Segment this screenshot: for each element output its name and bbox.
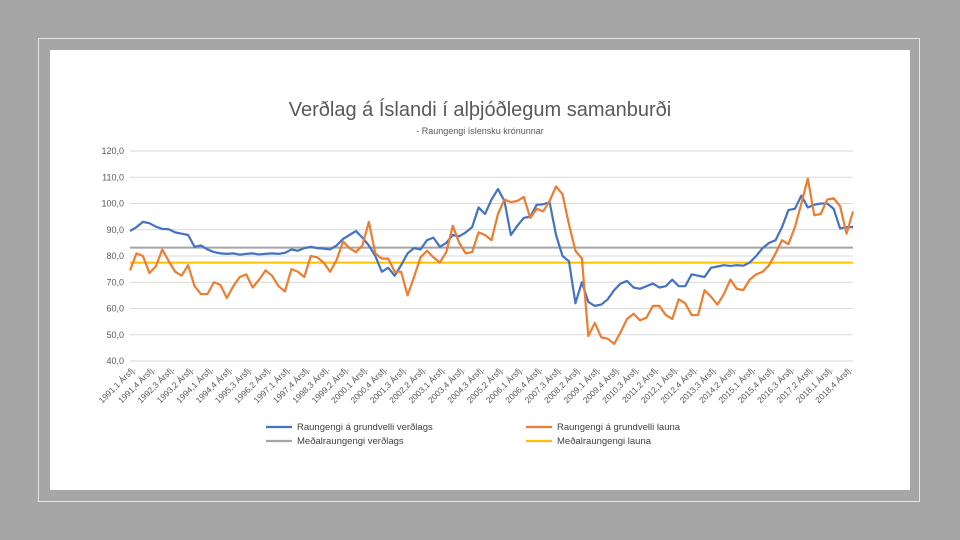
chart-card: Verðlag á Íslandi í alþjóðlegum samanbur… [50,50,910,490]
series-line-1 [128,177,855,346]
y-tick-label: 120,0 [101,146,124,156]
y-tick-label: 100,0 [101,199,124,209]
slide-frame [38,38,920,502]
y-tick-label: 50,0 [106,330,124,340]
y-tick-label: 80,0 [106,251,124,261]
y-axis: 40,0 50,0 60,0 70,0 80,0 90,0 100,0 110,0 120,0 [101,146,124,366]
y-tick-label: 60,0 [106,304,124,314]
y-tick-label: 40,0 [106,356,124,366]
legend-entry: Meðalraungengi launa [557,436,652,447]
legend-entry: Meðalraungengi verðlags [297,436,404,447]
legend: Raungengi á grundvelli verðlags Raungengi… [266,422,681,447]
series-line-0 [129,187,853,307]
y-tick-label: 110,0 [102,172,124,182]
legend-entry: Raungengi á grundvelli launa [557,422,681,433]
chart-title: Verðlag á Íslandi í alþjóðlegum samanbur… [289,98,671,121]
series-lines [128,177,855,346]
x-axis: 1991,1 Ársfj.1991,4 Ársfj.1992,3 Ársfj.1… [97,364,854,405]
gridlines [130,150,853,362]
legend-entry: Raungengi á grundvelli verðlags [297,422,433,433]
y-tick-label: 90,0 [106,225,124,235]
line-chart: Verðlag á Íslandi í alþjóðlegum samanbur… [97,98,855,447]
chart-subtitle: - Raungengi íslensku krónunnar [416,126,544,136]
y-tick-label: 70,0 [106,277,124,287]
